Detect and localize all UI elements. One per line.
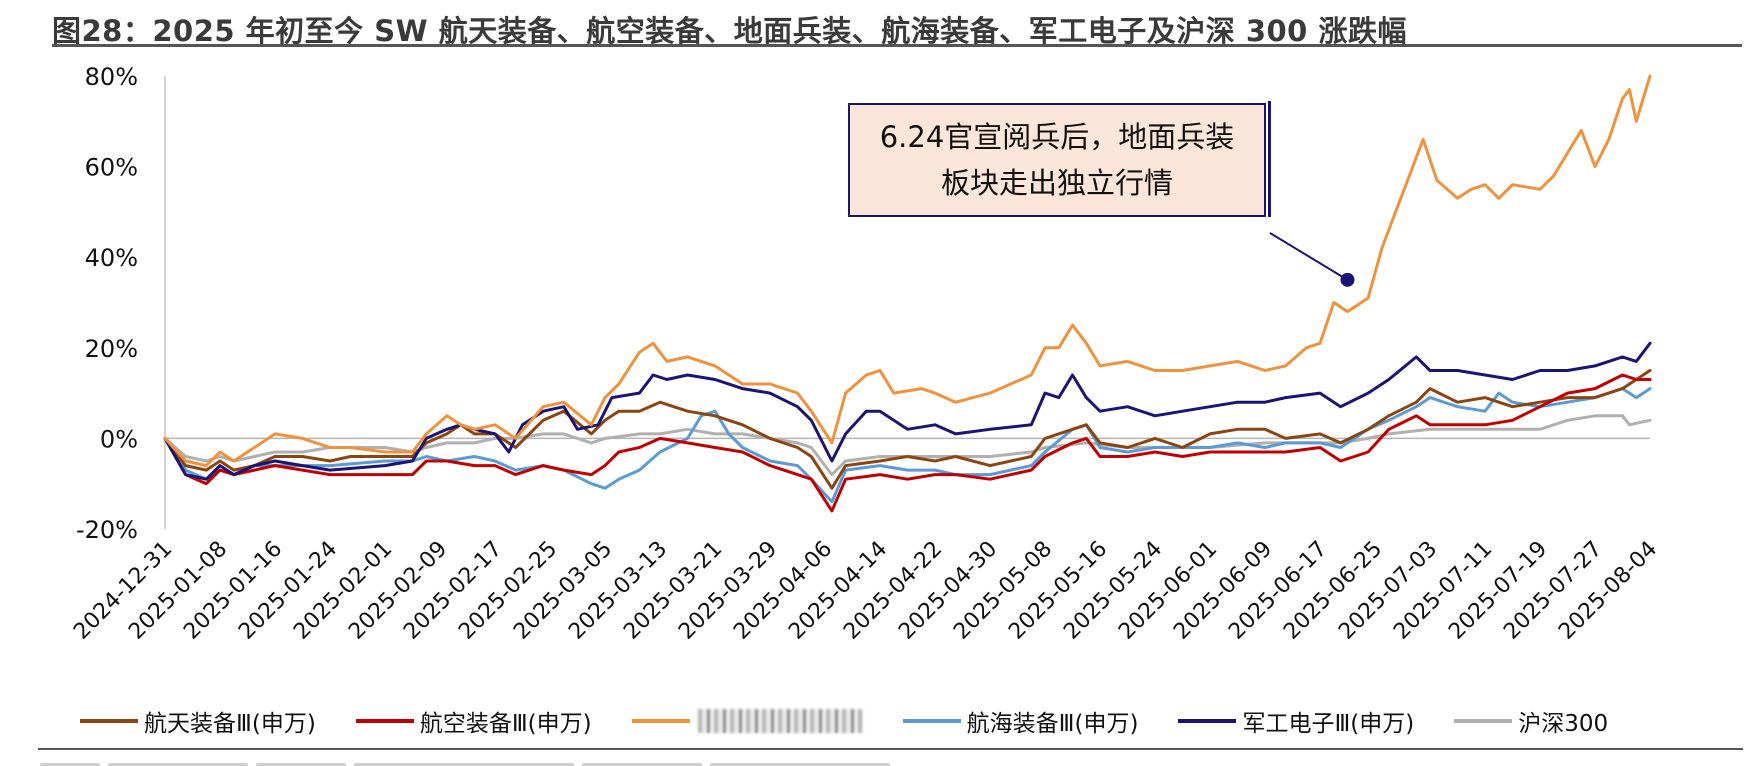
y-tick-label: 20% — [85, 335, 138, 363]
y-tick-label: 60% — [85, 154, 138, 182]
bottom-rule — [38, 748, 1743, 750]
series-layer — [163, 74, 1652, 513]
series-line-ground — [163, 74, 1652, 468]
legend-label: 航天装备Ⅲ(申万) — [144, 711, 316, 737]
legend-swatch — [1454, 719, 1513, 723]
series-line-hs300 — [163, 414, 1652, 477]
y-tick-label: -20% — [76, 516, 138, 544]
legend-label-obscured — [697, 709, 863, 733]
x-axis: 2024-12-312025-01-082025-01-162025-01-24… — [69, 437, 1662, 645]
legend-swatch — [631, 719, 690, 723]
legend-swatch — [355, 719, 414, 723]
legend-swatch — [80, 719, 138, 723]
y-tick-label: 80% — [85, 63, 138, 91]
legend-item-hs300: 沪深300 — [1454, 704, 1608, 738]
annotation-leader-line — [1269, 232, 1349, 281]
legend-label: 沪深300 — [1518, 711, 1609, 737]
legend-item-electronics: 军工电子Ⅲ(申万) — [1178, 704, 1414, 738]
series-line-electronics — [163, 341, 1652, 481]
legend-swatch — [1178, 719, 1237, 723]
y-axis: 80% 60% 40% 20% 0% -20% — [76, 63, 166, 544]
legend-label: 军工电子Ⅲ(申万) — [1242, 711, 1415, 737]
legend-label: 航海装备Ⅲ(申万) — [966, 711, 1139, 737]
legend-item-aerospace: 航天装备Ⅲ(申万) — [80, 704, 316, 738]
legend-item-naval: 航海装备Ⅲ(申万) — [902, 704, 1139, 738]
line-chart: 80% 60% 40% 20% 0% -20% 2024-12-312025-01-082… — [69, 63, 1662, 645]
annotation-accent-bar — [1268, 101, 1271, 217]
series-line-aviation — [163, 373, 1652, 513]
annotation-marker-dot — [1340, 272, 1355, 287]
chart-title: 图28：2025 年初至今 SW 航天装备、航空装备、地面兵装、航海装备、军工电… — [52, 14, 1407, 48]
legend-item-ground — [631, 709, 863, 733]
legend-label: 航空装备Ⅲ(申万) — [419, 711, 592, 737]
annotation-line-1: 6.24官宣阅兵后，地面兵装 — [879, 120, 1235, 154]
chart-legend: 航天装备Ⅲ(申万) 航空装备Ⅲ(申万) 航海装备Ⅲ(申万) 军工电子Ⅲ(申万) 沪深30… — [80, 704, 1648, 738]
source-note-obscured — [40, 754, 940, 766]
annotation-line-2: 板块走出独立行情 — [940, 166, 1173, 201]
series-line-naval — [163, 387, 1652, 504]
legend-swatch — [902, 719, 961, 723]
legend-item-aviation: 航空装备Ⅲ(申万) — [355, 704, 592, 738]
y-tick-label: 0% — [100, 425, 138, 453]
title-rule — [52, 44, 1742, 47]
y-tick-label: 40% — [85, 244, 138, 272]
annotation-box: 6.24官宣阅兵后，地面兵装 板块走出独立行情 — [848, 103, 1266, 217]
annotation-pointer — [1269, 232, 1355, 287]
